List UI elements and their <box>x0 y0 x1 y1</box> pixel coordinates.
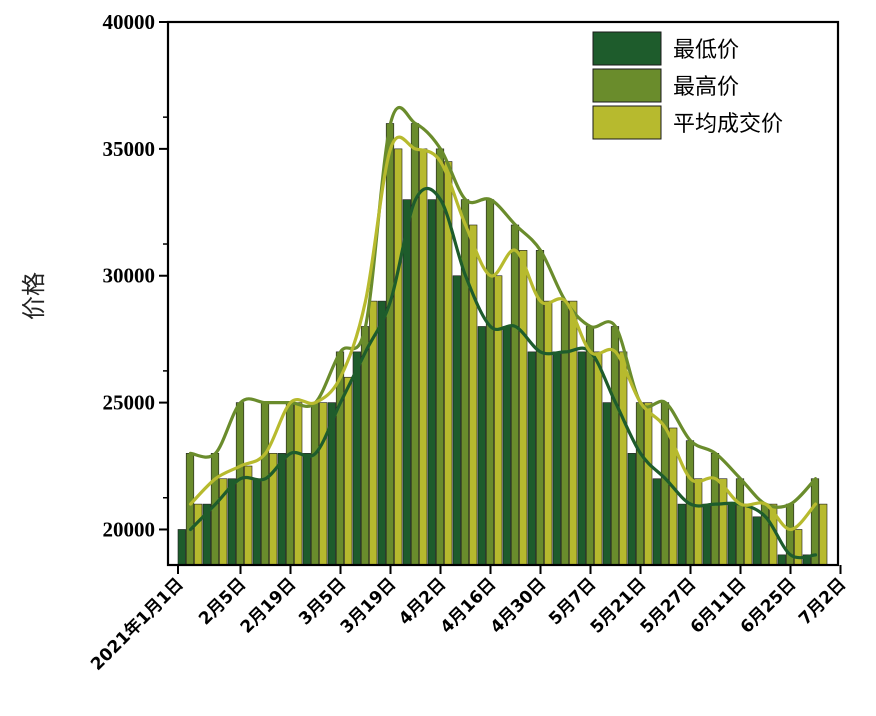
bar-3-3 <box>244 465 253 566</box>
bar-3-18 <box>619 351 628 566</box>
bar-2-16 <box>560 300 570 566</box>
bar-1-17 <box>577 351 586 566</box>
bar-2-3 <box>235 402 245 566</box>
y-tick-label-1: 20000 <box>103 517 156 541</box>
bar-3-16 <box>569 300 578 566</box>
bar-2-8 <box>360 326 370 566</box>
bar-1-10 <box>402 199 411 566</box>
bar-1-19 <box>627 453 636 566</box>
bar-1-23 <box>727 503 736 566</box>
bar-1-11 <box>427 199 436 566</box>
y-tick-label-3: 30000 <box>103 264 156 288</box>
bar-1-4 <box>252 478 261 566</box>
bar-1-15 <box>527 351 536 566</box>
x-tick-label-3: 2月19日 <box>237 574 300 637</box>
trend-line-3 <box>188 135 818 532</box>
legend-label-1: 最低价 <box>673 38 739 63</box>
x-tick-label-14: 7月2日 <box>795 574 850 629</box>
bar-3-10 <box>419 148 428 566</box>
legend-swatch-3 <box>592 105 662 140</box>
x-tick-label-5: 3月19日 <box>337 574 400 637</box>
bars <box>177 123 828 566</box>
bar-3-26 <box>819 503 828 566</box>
trend-line-1 <box>188 186 818 560</box>
bar-2-13 <box>485 199 495 566</box>
x-tick-label-8: 4月30日 <box>487 574 550 637</box>
bar-3-9 <box>394 148 403 566</box>
bar-3-19 <box>644 402 653 566</box>
bar-3-5 <box>294 402 303 566</box>
legend-label-3: 平均成交价 <box>673 112 783 137</box>
bar-1-13 <box>477 326 486 566</box>
bar-1-21 <box>677 503 686 566</box>
y-tick-label-4: 35000 <box>103 137 156 161</box>
bar-1-24 <box>752 516 761 566</box>
bar-3-15 <box>544 300 553 566</box>
bar-2-10 <box>410 123 420 566</box>
bar-3-17 <box>594 351 603 566</box>
bar-1-1 <box>177 529 186 566</box>
bar-2-9 <box>385 123 395 566</box>
bar-1-14 <box>502 326 511 566</box>
plot-frame <box>166 20 840 567</box>
bar-3-13 <box>494 275 503 566</box>
bar-2-23 <box>735 478 745 566</box>
bar-2-19 <box>635 402 645 566</box>
bar-3-25 <box>794 529 803 566</box>
bar-3-23 <box>744 503 753 566</box>
bar-2-26 <box>810 478 820 566</box>
bar-3-6 <box>319 402 328 566</box>
bar-3-7 <box>344 376 353 566</box>
bar-2-5 <box>285 402 295 566</box>
x-tick-label-1: 2021年1月1日 <box>86 574 187 675</box>
bar-2-22 <box>710 453 720 566</box>
bar-1-18 <box>602 402 611 566</box>
trend-lines <box>188 105 818 560</box>
trend-line-2 <box>188 105 818 509</box>
bar-2-17 <box>585 326 595 566</box>
bar-1-25 <box>777 554 786 566</box>
bar-2-14 <box>510 224 520 566</box>
bar-3-12 <box>469 224 478 566</box>
bar-3-22 <box>719 478 728 566</box>
bar-2-4 <box>260 402 270 566</box>
bar-3-21 <box>694 478 703 566</box>
bar-1-9 <box>377 300 386 566</box>
legend-swatch-2 <box>592 68 662 103</box>
bar-1-22 <box>702 503 711 566</box>
bar-2-1 <box>185 453 195 566</box>
bar-1-6 <box>302 453 311 566</box>
y-tick-label-5: 40000 <box>103 10 156 34</box>
legend-swatch-1 <box>592 31 662 66</box>
legend-label-2: 最高价 <box>673 75 739 100</box>
bar-1-16 <box>552 351 561 566</box>
bar-1-20 <box>652 478 661 566</box>
y-tick-label-2: 25000 <box>103 391 156 415</box>
bar-3-14 <box>519 250 528 566</box>
x-tick-label-13: 6月25日 <box>737 574 800 637</box>
y-axis-label: 价格 <box>20 272 48 320</box>
bar-1-3 <box>227 478 236 566</box>
bar-1-8 <box>352 351 361 566</box>
bar-2-11 <box>435 148 445 566</box>
bar-1-12 <box>452 275 461 566</box>
bar-2-6 <box>310 402 320 566</box>
bar-2-12 <box>460 199 470 566</box>
bar-2-18 <box>610 326 620 566</box>
bar-1-5 <box>277 453 286 566</box>
bar-3-1 <box>194 503 203 566</box>
